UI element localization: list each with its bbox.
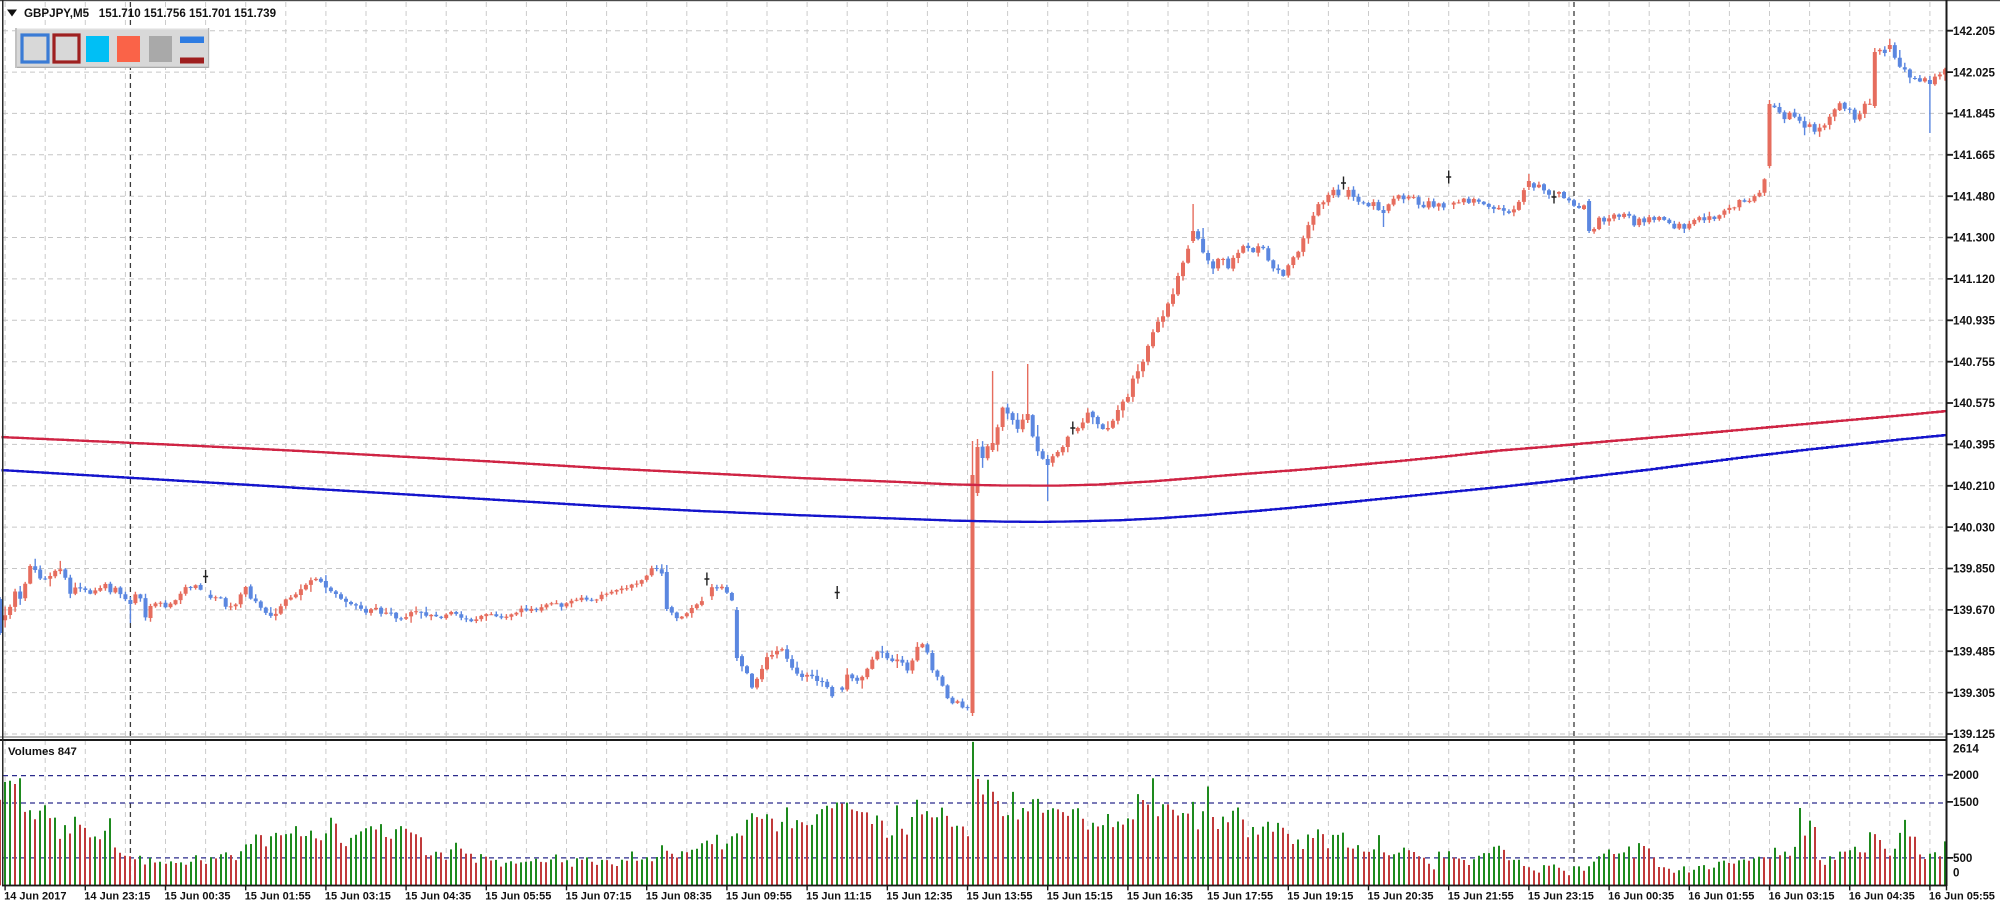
svg-text:140.030: 140.030 xyxy=(1953,521,1995,534)
svg-text:2614: 2614 xyxy=(1953,743,1979,756)
svg-text:15 Jun 05:55: 15 Jun 05:55 xyxy=(485,891,551,903)
svg-text:141.480: 141.480 xyxy=(1953,190,1995,203)
svg-text:15 Jun 03:15: 15 Jun 03:15 xyxy=(325,891,391,903)
svg-text:15 Jun 17:55: 15 Jun 17:55 xyxy=(1207,891,1273,903)
svg-text:2000: 2000 xyxy=(1953,769,1979,782)
svg-text:139.305: 139.305 xyxy=(1953,687,1995,700)
svg-text:15 Jun 01:55: 15 Jun 01:55 xyxy=(245,891,311,903)
svg-text:Volumes 847: Volumes 847 xyxy=(8,746,77,758)
svg-text:141.665: 141.665 xyxy=(1953,149,1995,162)
svg-text:141.300: 141.300 xyxy=(1953,232,1995,245)
svg-text:141.120: 141.120 xyxy=(1953,273,1995,286)
svg-text:140.395: 140.395 xyxy=(1953,439,1995,452)
svg-text:15 Jun 04:35: 15 Jun 04:35 xyxy=(405,891,471,903)
svg-text:14 Jun 2017: 14 Jun 2017 xyxy=(4,891,66,903)
svg-text:15 Jun 12:35: 15 Jun 12:35 xyxy=(886,891,952,903)
svg-text:15 Jun 23:15: 15 Jun 23:15 xyxy=(1528,891,1594,903)
svg-text:139.125: 139.125 xyxy=(1953,728,1995,741)
svg-text:0: 0 xyxy=(1953,867,1959,880)
svg-text:16 Jun 04:35: 16 Jun 04:35 xyxy=(1849,891,1915,903)
svg-text:139.485: 139.485 xyxy=(1953,646,1995,659)
svg-text:15 Jun 08:35: 15 Jun 08:35 xyxy=(646,891,712,903)
svg-text:14 Jun 23:15: 14 Jun 23:15 xyxy=(84,891,150,903)
svg-text:15 Jun 13:55: 15 Jun 13:55 xyxy=(967,891,1033,903)
svg-text:15 Jun 19:15: 15 Jun 19:15 xyxy=(1287,891,1353,903)
svg-text:139.850: 139.850 xyxy=(1953,563,1995,576)
svg-text:500: 500 xyxy=(1953,852,1972,865)
svg-text:15 Jun 11:15: 15 Jun 11:15 xyxy=(806,891,871,903)
svg-text:16 Jun 00:35: 16 Jun 00:35 xyxy=(1608,891,1674,903)
svg-text:142.205: 142.205 xyxy=(1953,25,1995,38)
svg-text:15 Jun 16:35: 15 Jun 16:35 xyxy=(1127,891,1193,903)
svg-text:140.755: 140.755 xyxy=(1953,356,1995,369)
svg-text:139.670: 139.670 xyxy=(1953,604,1995,617)
svg-text:140.935: 140.935 xyxy=(1953,315,1995,328)
svg-text:15 Jun 09:55: 15 Jun 09:55 xyxy=(726,891,792,903)
svg-text:140.210: 140.210 xyxy=(1953,480,1995,493)
svg-text:15 Jun 21:55: 15 Jun 21:55 xyxy=(1448,891,1514,903)
svg-text:16 Jun 03:15: 16 Jun 03:15 xyxy=(1769,891,1835,903)
svg-text:140.575: 140.575 xyxy=(1953,397,1995,410)
svg-text:16 Jun 01:55: 16 Jun 01:55 xyxy=(1688,891,1754,903)
svg-text:15 Jun 00:35: 15 Jun 00:35 xyxy=(165,891,231,903)
svg-text:15 Jun 20:35: 15 Jun 20:35 xyxy=(1368,891,1434,903)
svg-text:16 Jun 05:55: 16 Jun 05:55 xyxy=(1929,891,1995,903)
svg-text:GBPJPY,M5 151.710 151.756 15: GBPJPY,M5 151.710 151.756 151.701 151.73… xyxy=(24,7,277,20)
svg-text:141.845: 141.845 xyxy=(1953,108,1995,121)
svg-text:142.025: 142.025 xyxy=(1953,66,1995,79)
svg-text:15 Jun 15:15: 15 Jun 15:15 xyxy=(1047,891,1113,903)
svg-text:15 Jun 07:15: 15 Jun 07:15 xyxy=(566,891,632,903)
svg-text:1500: 1500 xyxy=(1953,796,1979,809)
